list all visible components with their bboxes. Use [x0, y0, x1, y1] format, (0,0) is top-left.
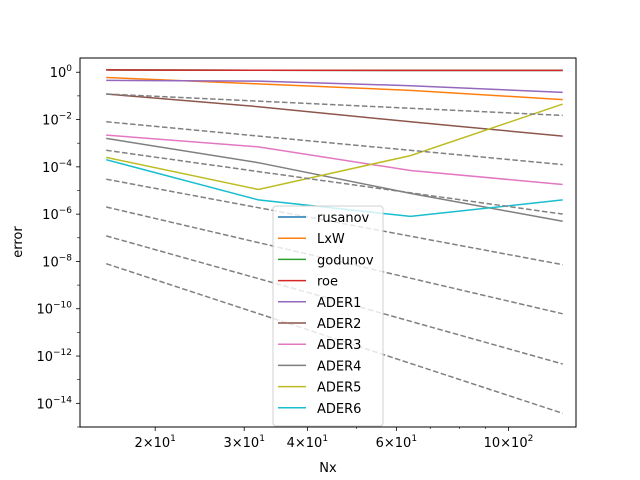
- legend: rusanov LxW godunov roe ADER1 ADER2 ADER3 ADER4…: [272, 205, 384, 427]
- y-tick-label: 10−6: [42, 206, 72, 223]
- x-tick-label: 10×102: [484, 434, 534, 451]
- y-tick-label: 10−8: [42, 253, 72, 270]
- x-axis-label: Nx: [319, 461, 337, 476]
- legend-label-lxw: LxW: [317, 232, 345, 247]
- legend-label-godunov: godunov: [317, 253, 374, 268]
- legend-label-ader2: ADER2: [317, 317, 361, 332]
- legend-label-ader5: ADER5: [317, 381, 361, 396]
- series-line-ader5: [106, 103, 563, 191]
- y-tick-label: 10−2: [42, 112, 72, 129]
- series-line-ader1: [106, 79, 563, 94]
- reference-slope-line-12: [106, 149, 563, 215]
- y-tick-label: 10−14: [36, 395, 72, 412]
- y-tick-label: 10−10: [36, 301, 72, 318]
- x-tick-label: 2×101: [134, 434, 175, 451]
- reference-slope-line-10: [106, 93, 563, 117]
- series-line-ader3: [106, 134, 563, 186]
- series-line-roe: [106, 69, 563, 72]
- y-tick-label: 10−4: [42, 159, 72, 176]
- x-tick-label: 4×101: [287, 434, 328, 451]
- y-tick-label: 100: [50, 64, 73, 81]
- legend-label-roe: roe: [317, 275, 338, 290]
- ticks-layer: 2×101 3×101 4×101 6×101 10×102 100 10−2 10−4 10−…: [36, 64, 533, 451]
- legend-label-rusanov: rusanov: [317, 211, 370, 226]
- plot-frame: [79, 57, 577, 428]
- legend-box: [272, 205, 384, 427]
- legend-label-ader4: ADER4: [317, 359, 361, 374]
- legend-label-ader3: ADER3: [317, 338, 361, 353]
- series-line-ader2: [106, 93, 563, 137]
- legend-label-ader6: ADER6: [317, 402, 361, 417]
- x-tick-label: 6×101: [376, 434, 417, 451]
- y-axis-label: error: [11, 226, 26, 258]
- y-tick-label: 10−12: [36, 348, 72, 365]
- reference-slope-line-11: [106, 121, 563, 166]
- series-line-ader4: [106, 137, 563, 223]
- legend-label-ader1: ADER1: [317, 296, 361, 311]
- x-tick-label: 3×101: [223, 434, 264, 451]
